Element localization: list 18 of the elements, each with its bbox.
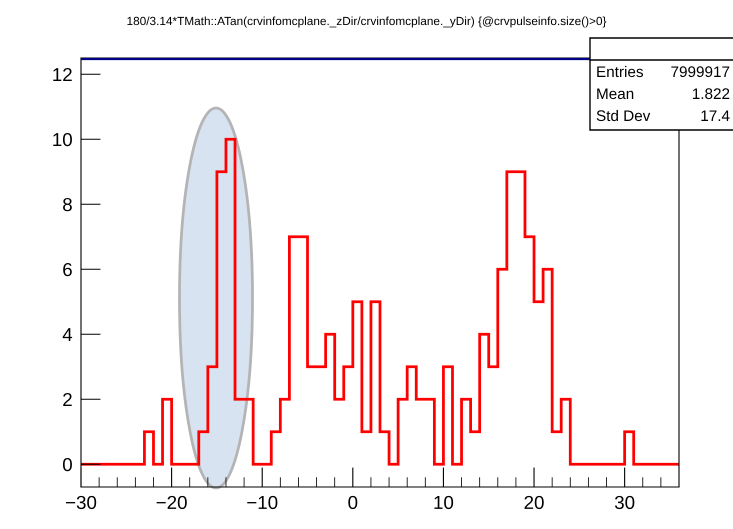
y-tick-label: 0 <box>62 458 72 472</box>
x-tick-label: 0 <box>348 496 358 510</box>
chart-title: 180/3.14*TMath::ATan(crvinfomcplane._zDir/crvinfomcplane._yDir) {@crvpulseinfo.size()>0} <box>127 16 606 28</box>
y-tick-label: 6 <box>63 262 72 276</box>
x-tick-label: 30 <box>614 496 634 510</box>
text: Std Dev 17.4 <box>596 110 730 122</box>
x-tick-label: −20 <box>156 496 187 510</box>
x-tick-label: −10 <box>247 496 278 510</box>
y-tick-label: 4 <box>62 328 72 342</box>
y-tick-label: 12 <box>53 68 72 82</box>
x-tick-label: 20 <box>524 496 544 510</box>
x-tick-label: −30 <box>66 496 96 510</box>
text: Mean 1.822 <box>597 88 730 100</box>
y-tick-label: 2 <box>63 392 72 406</box>
y-tick-label: 8 <box>63 198 72 212</box>
y-tick-label: 10 <box>53 132 72 146</box>
x-tick-label: 10 <box>434 496 454 510</box>
text: Entries 7999917 <box>597 66 730 78</box>
